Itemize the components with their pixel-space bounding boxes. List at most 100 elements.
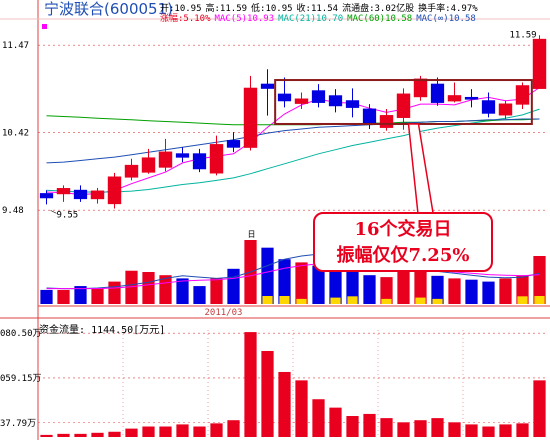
fund-flow-label: 资金流量: — [39, 325, 86, 336]
volume-inner-bar-13 — [262, 296, 273, 304]
flow-bar-19 — [363, 413, 376, 437]
volume-bar-9 — [193, 286, 206, 304]
candle-fill-29 — [532, 38, 547, 89]
volume-bar-16 — [312, 265, 325, 304]
flow-bar-21 — [397, 422, 410, 437]
fund-flow-value: 1144.50[万元] — [91, 325, 166, 336]
candle-fill-6 — [141, 157, 156, 173]
flow-bar-0 — [40, 434, 53, 437]
candle-fill-15 — [294, 98, 309, 104]
candle-body-18 — [345, 100, 360, 108]
volume-bar-14 — [278, 259, 291, 304]
low-annotation-tick — [50, 210, 57, 214]
volume-bar-21 — [397, 268, 410, 304]
flow-bar-5 — [125, 428, 138, 437]
volume-bar-27 — [499, 278, 512, 304]
flow-bar-1 — [57, 433, 70, 437]
flow-bar-14 — [278, 371, 291, 437]
candle-body-8 — [175, 153, 190, 158]
volume-bar-1 — [57, 289, 70, 304]
volume-ma-line-0 — [46, 253, 540, 290]
volume-inner-bar-15 — [296, 298, 307, 304]
ma-row: 涨幅:5.10% MAC(5)10.93 MAC(21)10.70 MAC(60)10… — [160, 11, 480, 24]
volume-inner-bar-29 — [534, 296, 545, 304]
ohlc-item-0: 开:10.95 — [160, 4, 202, 14]
flow-bar-15 — [295, 380, 308, 437]
candle-body-2 — [73, 189, 88, 200]
stock-title: 宁波联合(600051) — [44, 0, 173, 18]
candle-body-9 — [192, 153, 207, 170]
volume-inner-bar-17 — [330, 297, 341, 304]
high-annotation: 11.59 — [510, 30, 537, 40]
price-ma-line-3 — [46, 118, 540, 164]
flow-tick-label-2: 37.79万 — [0, 419, 36, 429]
candle-fill-28 — [515, 85, 530, 105]
flow-tick-label-1: 059.15万 — [0, 374, 42, 384]
flow-bar-8 — [176, 424, 189, 437]
candle-fill-22 — [413, 78, 428, 98]
volume-bar-4 — [108, 281, 121, 304]
ohlc-item-4: 流通盘:3.02亿股 — [342, 4, 415, 14]
flow-bar-10 — [210, 423, 223, 437]
candle-body-11 — [226, 140, 241, 148]
volume-bar-6 — [142, 272, 155, 304]
volume-bar-0 — [40, 289, 53, 304]
range-callout: 16个交易日 振幅仅仅7.25% — [313, 212, 493, 272]
volume-inner-bar-22 — [415, 297, 426, 304]
flow-bar-6 — [142, 426, 155, 437]
ma-item-3: MAC(60)10.58 — [347, 14, 413, 24]
ohlc-item-2: 低:10.95 — [251, 4, 293, 14]
volume-bar-19 — [363, 275, 376, 304]
candle-fill-5 — [124, 164, 139, 178]
flow-bar-12 — [244, 332, 257, 437]
volume-bar-15 — [295, 262, 308, 304]
volume-inner-bar-23 — [432, 298, 443, 304]
volume-bar-13 — [261, 247, 274, 304]
flow-bar-28 — [516, 423, 529, 437]
ohlc-item-1: 高:11.59 — [205, 4, 248, 14]
flow-bar-2 — [74, 433, 87, 437]
volume-bar-26 — [482, 281, 495, 304]
flow-bar-18 — [346, 416, 359, 437]
volume-bar-3 — [91, 288, 104, 304]
candle-body-13 — [260, 83, 275, 89]
volume-inner-bar-14 — [279, 296, 290, 304]
flow-bar-25 — [465, 424, 478, 437]
flow-bar-7 — [159, 426, 172, 437]
ohlc-row: 开:10.95 高:11.59 低:10.95 收:11.54 流通盘:3.02亿股 换手… — [160, 1, 482, 14]
flow-bar-27 — [499, 424, 512, 437]
flow-bar-16 — [312, 399, 325, 437]
candle-fill-21 — [396, 93, 411, 118]
ma-item-1: MAC(5)10.93 — [214, 14, 275, 24]
price-tick-label-2: 9.48 — [2, 206, 24, 216]
candle-body-25 — [464, 96, 479, 100]
ohlc-item-3: 收:11.54 — [296, 4, 339, 14]
ma-item-0: 涨幅:5.10% — [160, 14, 211, 24]
volume-bar-25 — [465, 279, 478, 304]
flow-tick-label-0: 080.50万 — [0, 329, 42, 339]
ma-item-4: MAC(∞)10.58 — [416, 14, 476, 24]
price-ma-line-0 — [46, 87, 540, 196]
candle-fill-1 — [56, 188, 71, 195]
volume-bar-5 — [125, 270, 138, 304]
callout-line-1: 16个交易日 — [354, 219, 452, 240]
volume-bar-22 — [414, 265, 427, 304]
price-ma-line-1 — [46, 108, 540, 193]
candle-body-23 — [430, 83, 445, 103]
ohlc-item-5: 换手率:4.97% — [418, 4, 478, 14]
volume-bar-2 — [74, 286, 87, 304]
candle-fill-12 — [243, 87, 258, 148]
flow-bar-23 — [431, 418, 444, 437]
candle-body-26 — [481, 100, 496, 114]
flow-bar-24 — [448, 422, 461, 437]
candle-fill-7 — [158, 151, 173, 168]
volume-bar-8 — [176, 278, 189, 304]
candle-body-0 — [39, 193, 54, 199]
range-box — [274, 79, 533, 125]
candle-fill-3 — [90, 190, 105, 200]
volume-bar-20 — [380, 277, 393, 304]
candle-body-19 — [362, 108, 377, 125]
volume-bar-11 — [227, 268, 240, 304]
